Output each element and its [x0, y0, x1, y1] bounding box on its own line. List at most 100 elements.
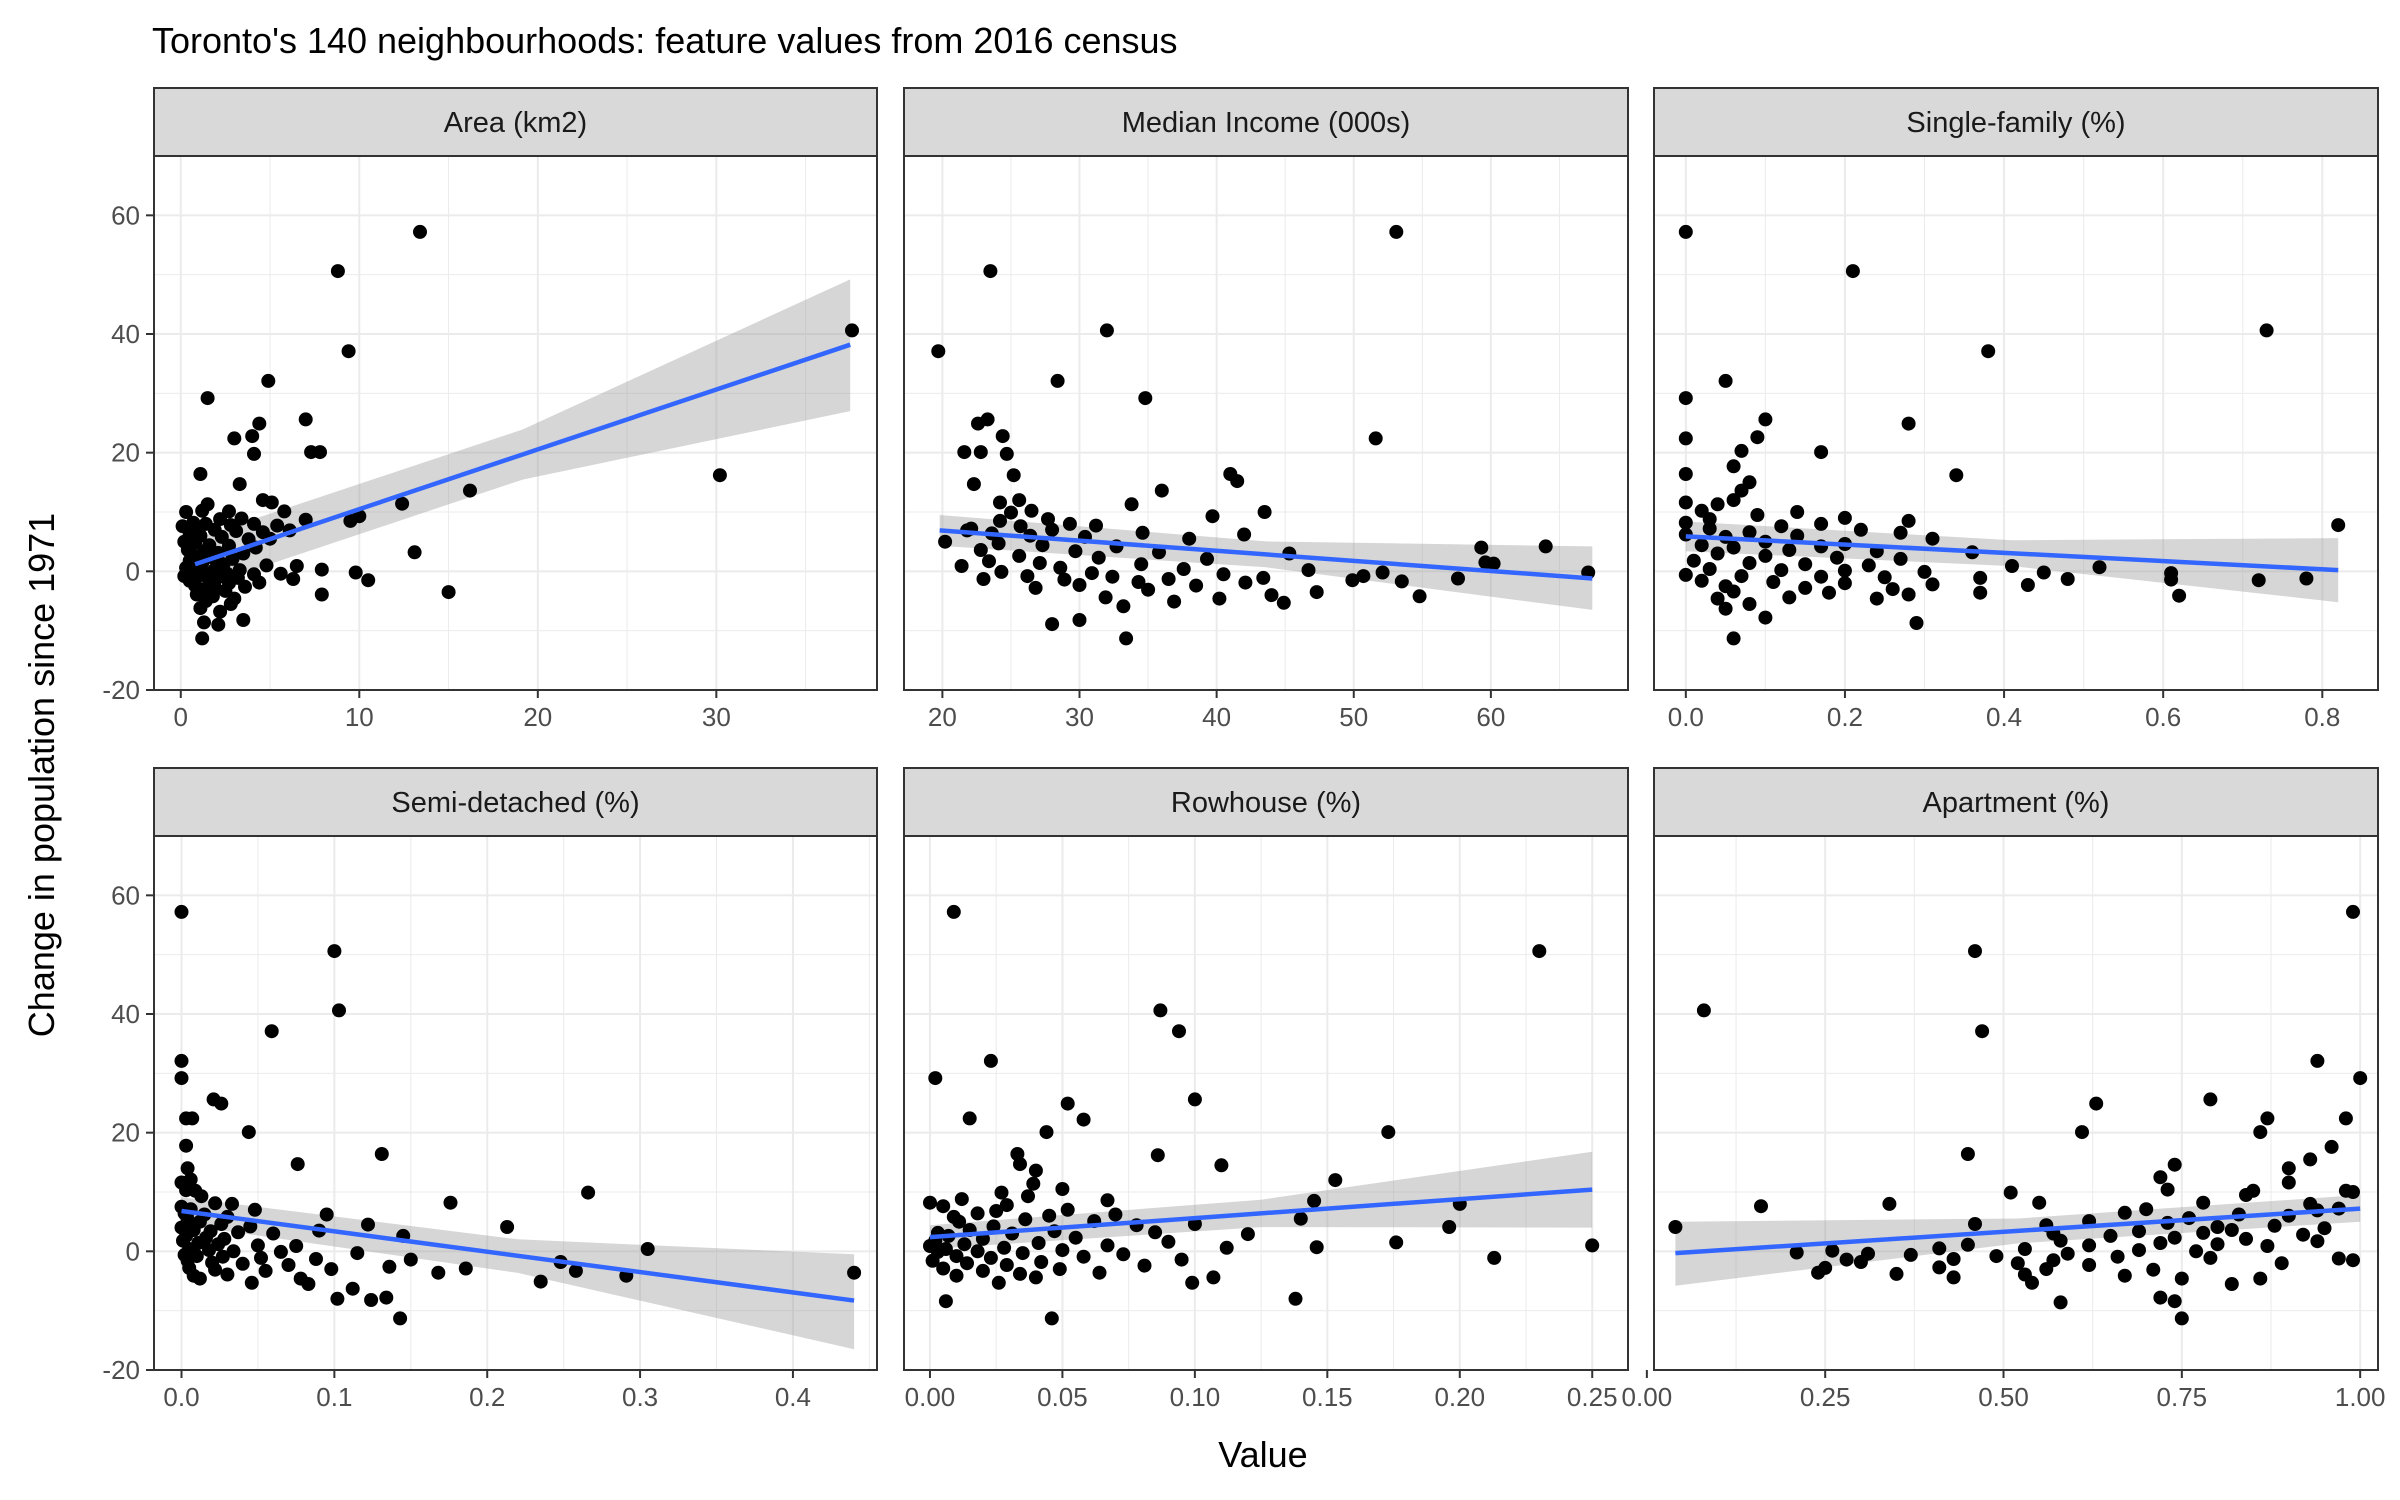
data-point [247, 1202, 262, 1217]
data-point [250, 1238, 265, 1253]
data-point [2032, 1195, 2047, 1210]
data-point [975, 1263, 990, 1278]
y-tick-label: 20 [111, 1118, 140, 1148]
panel-content [904, 156, 1628, 690]
data-point [364, 1293, 379, 1307]
data-point [1946, 1252, 1961, 1266]
facet-strip-label: Single-family (%) [1906, 107, 2125, 139]
data-point [2153, 1170, 2168, 1185]
data-point [1710, 497, 1725, 512]
data-point [1034, 1255, 1049, 1269]
data-point [1925, 577, 1940, 592]
data-point [2060, 1246, 2075, 1261]
data-point [1032, 556, 1047, 570]
data-point [2017, 1242, 2032, 1256]
data-point [2274, 1256, 2289, 1271]
y-axis-title: Change in population since 1971 [21, 513, 62, 1037]
data-point [1105, 569, 1120, 584]
data-point [289, 1239, 304, 1253]
data-point [1237, 527, 1252, 542]
data-point [1031, 1236, 1046, 1250]
data-point [1055, 1243, 1070, 1258]
data-point [2310, 1234, 2325, 1249]
data-point [332, 1003, 346, 1018]
data-point [2196, 1195, 2211, 1210]
data-point [1216, 567, 1231, 582]
x-tick-label: 0.25 [1567, 1382, 1618, 1412]
data-point [1039, 1125, 1054, 1140]
y-tick-label: 60 [111, 200, 140, 230]
data-point [2053, 1233, 2068, 1248]
data-point [211, 617, 226, 632]
data-point [954, 1192, 969, 1207]
data-point [1219, 1240, 1234, 1255]
data-point [1328, 1173, 1343, 1188]
data-point [954, 559, 969, 573]
data-point [983, 1250, 998, 1265]
data-point [2224, 1277, 2239, 1291]
confidence-band [939, 515, 1593, 610]
data-point [244, 1275, 259, 1290]
data-point [1790, 505, 1805, 519]
data-point [936, 1199, 951, 1214]
data-point [1968, 1217, 1982, 1231]
data-point [991, 536, 1006, 551]
panel-border [903, 155, 1629, 691]
data-point [2060, 572, 2075, 586]
x-tick-label: 0.50 [1978, 1382, 2029, 1412]
data-point [1154, 483, 1169, 498]
panel-border [903, 835, 1629, 1371]
data-point [1837, 576, 1852, 591]
data-point [1742, 556, 1757, 570]
data-point [214, 1217, 229, 1231]
data-point [993, 513, 1007, 528]
data-point [2153, 1236, 2168, 1250]
data-point [2003, 1185, 2018, 1200]
data-point [195, 503, 210, 518]
data-point [1750, 508, 1765, 522]
data-point [1141, 582, 1156, 597]
data-point [2296, 1227, 2311, 1242]
data-point [949, 1249, 964, 1264]
data-point [2299, 571, 2314, 586]
data-point [273, 1244, 288, 1259]
data-point [2239, 1231, 2253, 1246]
data-point [2281, 1161, 2296, 1176]
data-point [443, 1195, 458, 1210]
data-point [991, 1275, 1006, 1290]
data-point [1766, 575, 1781, 589]
data-point [952, 1214, 967, 1229]
data-point [247, 446, 261, 461]
data-point [2260, 1111, 2275, 1126]
x-tick-label: 0.3 [622, 1382, 658, 1412]
data-point [2353, 1071, 2368, 1086]
data-point [1100, 1238, 1115, 1253]
panel-border [153, 835, 878, 1371]
facet-panel: Single-family (%) 0.0 0.2 0.4 0.6 0.8 [1653, 87, 2379, 732]
data-point [2196, 1225, 2211, 1240]
x-tick-label: 1.00 [2335, 1382, 2386, 1412]
data-point [202, 1243, 216, 1258]
panel-background [904, 836, 1628, 1370]
data-point [1068, 1230, 1083, 1245]
data-point [309, 1252, 323, 1266]
data-point [1018, 1212, 1033, 1227]
data-point [193, 467, 208, 481]
data-point [995, 429, 1010, 444]
data-point [220, 1267, 235, 1282]
data-point [348, 565, 363, 580]
data-point [1028, 1270, 1043, 1285]
data-point [1694, 538, 1709, 553]
data-point [174, 904, 189, 919]
data-point [2189, 1244, 2204, 1259]
data-point [1710, 591, 1725, 606]
data-point [1968, 944, 1982, 959]
x-tick-label: 0.15 [1302, 1382, 1353, 1412]
data-point [1182, 531, 1197, 546]
facet-strip-label: Area (km2) [444, 107, 587, 139]
data-point [379, 1290, 394, 1305]
data-point [1108, 1207, 1123, 1222]
panel-background [1654, 156, 2378, 690]
data-point [1932, 1260, 1947, 1275]
